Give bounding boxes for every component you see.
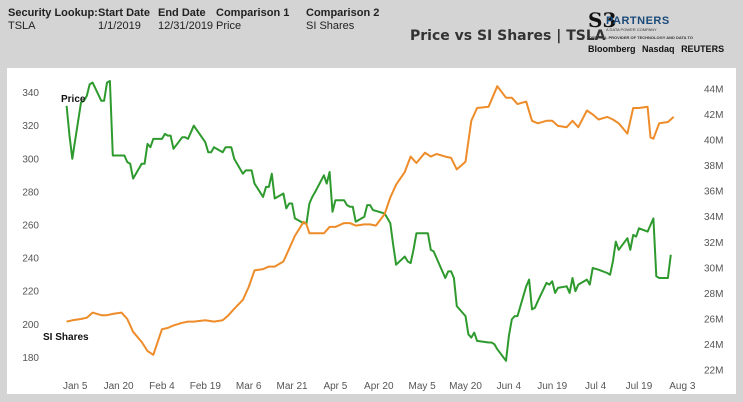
left-y-tick-label: 280: [22, 187, 39, 198]
x-tick-label: Aug 3: [669, 381, 696, 392]
s3-partners-logo: S3 PARTNERS A DATA POWER COMPANY OFFICIA…: [587, 8, 739, 64]
right-y-tick-label: 26M: [704, 315, 723, 326]
comparison-2-label: Comparison 2: [306, 7, 380, 19]
x-tick-label: Jun 19: [537, 381, 567, 392]
left-y-tick-label: 300: [22, 154, 39, 165]
left-y-tick-label: 220: [22, 287, 39, 298]
left-y-axis: 180 200 220 240 260 280 300 320 340: [22, 88, 39, 364]
right-y-tick-label: 28M: [704, 289, 723, 300]
x-tick-label: May 20: [449, 381, 482, 392]
series-annotations: Price SI Shares: [43, 94, 89, 343]
comparison-2-field: Comparison 2 SI Shares: [306, 7, 379, 33]
brand-tagline: A DATA POWER COMPANY: [606, 27, 657, 32]
end-date-value: 12/31/2019: [158, 20, 214, 32]
s3-logo-mark: S3: [588, 8, 617, 32]
left-y-tick-label: 340: [22, 88, 39, 99]
x-tick-label: Jun 4: [497, 381, 522, 392]
reuters-logo: REUTERS: [681, 44, 725, 54]
dual-axis-line-chart: 180 200 220 240 260 280 300 320 340 22M 24M 26M 28M…: [22, 80, 723, 392]
right-y-tick-label: 36M: [704, 187, 723, 198]
bloomberg-logo: Bloomberg: [588, 44, 636, 54]
series-lines: [65, 80, 675, 362]
x-tick-label: Jul 4: [585, 381, 607, 392]
end-date-label: End Date: [158, 7, 206, 19]
start-date-label: Start Date: [98, 7, 150, 19]
si-shares-annotation: SI Shares: [43, 332, 89, 343]
security-lookup-label: Security Lookup:: [8, 7, 98, 19]
right-y-tick-label: 30M: [704, 263, 723, 274]
comparison-1-label: Comparison 1: [216, 7, 290, 19]
x-axis: Jan 5 Jan 20 Feb 4 Feb 19 Mar 6 Mar 21 Apr 5 Ap…: [63, 381, 696, 392]
brand-name: PARTNERS: [606, 15, 670, 27]
left-y-tick-label: 200: [22, 320, 39, 331]
right-y-axis: 22M 24M 26M 28M 30M 32M 34M 36M 38M 40M 42M 44M: [704, 84, 723, 376]
report-header: Security Lookup: TSLA Start Date 1/1/201…: [0, 0, 743, 66]
x-tick-label: Jul 19: [626, 381, 653, 392]
start-date-field: Start Date 1/1/2019: [98, 7, 150, 33]
right-y-tick-label: 44M: [704, 84, 723, 95]
end-date-field: End Date 12/31/2019: [158, 7, 213, 33]
left-y-tick-label: 260: [22, 221, 39, 232]
left-y-tick-label: 180: [22, 353, 39, 364]
x-tick-label: Mar 6: [236, 381, 262, 392]
security-lookup-field: Security Lookup: TSLA: [8, 7, 98, 33]
si-shares-line: [66, 85, 675, 356]
left-y-tick-label: 320: [22, 121, 39, 132]
x-tick-label: Apr 5: [323, 381, 347, 392]
x-tick-label: Feb 19: [190, 381, 222, 392]
chart-title: Price vs SI Shares | TSLA: [410, 28, 606, 44]
comparison-1-field: Comparison 1 Price: [216, 7, 289, 33]
x-tick-label: Apr 20: [364, 381, 394, 392]
right-y-tick-label: 24M: [704, 340, 723, 351]
right-y-tick-label: 32M: [704, 238, 723, 249]
chart-plot-area: 180 200 220 240 260 280 300 320 340 22M 24M 26M 28M…: [7, 68, 736, 394]
comparison-2-value: SI Shares: [306, 20, 355, 32]
comparison-1-value: Price: [216, 20, 242, 32]
x-tick-label: Feb 4: [149, 381, 175, 392]
nasdaq-logo: Nasdaq: [642, 44, 675, 54]
right-y-tick-label: 34M: [704, 212, 723, 223]
x-tick-label: May 5: [409, 381, 437, 392]
right-y-tick-label: 40M: [704, 135, 723, 146]
x-tick-label: Mar 21: [276, 381, 308, 392]
partner-logos: Bloomberg Nasdaq REUTERS: [588, 44, 728, 54]
price-annotation: Price: [61, 94, 86, 105]
x-tick-label: Jan 20: [104, 381, 134, 392]
brand-provider-line: OFFICIAL PROVIDER OF TECHNOLOGY AND DATA…: [589, 35, 694, 40]
start-date-value: 1/1/2019: [98, 20, 141, 32]
right-y-tick-label: 22M: [704, 366, 723, 377]
price-line: [65, 80, 672, 362]
x-tick-label: Jan 5: [63, 381, 88, 392]
security-lookup-value: TSLA: [8, 20, 36, 32]
right-y-tick-label: 38M: [704, 161, 723, 172]
left-y-tick-label: 240: [22, 254, 39, 265]
right-y-tick-label: 42M: [704, 110, 723, 121]
